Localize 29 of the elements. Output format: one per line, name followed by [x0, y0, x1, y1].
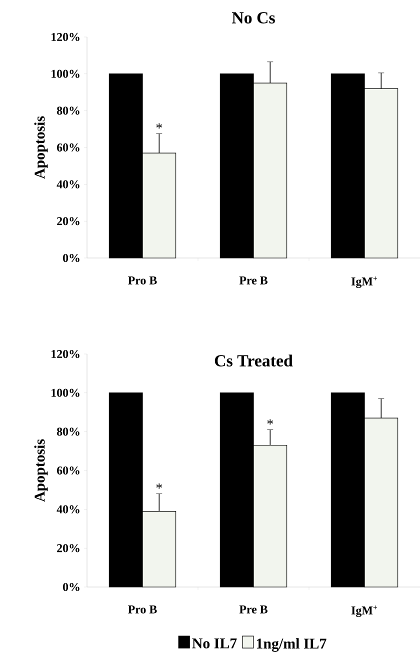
y-tick-label: 60%	[56, 143, 80, 152]
x-tick-label: Pre B	[239, 276, 268, 284]
y-tick-label: 100%	[52, 70, 80, 78]
y-tick-label: 20%	[57, 544, 80, 552]
chart-title: No Cs	[232, 12, 275, 24]
x-tick-label: Pre B	[239, 606, 268, 614]
y-tick-label: 40%	[56, 180, 80, 188]
y-tick-label: 120%	[52, 350, 80, 358]
x-tick-label: IgM$^{+}$	[351, 276, 378, 288]
legend-label: 1ng/ml IL7	[256, 638, 326, 652]
y-axis-title: Apoptosis	[34, 439, 48, 502]
y-tick-label: 80%	[56, 428, 80, 436]
y-tick-label: 60%	[56, 466, 80, 475]
y-tick-label: 0%	[63, 582, 80, 592]
y-tick-label: 0%	[63, 254, 80, 262]
y-tick-label: 120%	[52, 32, 80, 42]
y-axis-title: Apoptosis	[34, 116, 48, 179]
x-tick-label: Pro B	[128, 276, 157, 284]
annotation: *	[156, 123, 162, 128]
y-tick-label: 20%	[57, 217, 80, 226]
y-tick-label: 40%	[56, 505, 80, 514]
y-tick-label: 100%	[52, 388, 80, 397]
annotation: *	[156, 483, 162, 489]
legend-label: No IL7	[192, 638, 237, 648]
annotation: *	[267, 419, 273, 425]
x-tick-label: IgM$^{+}$	[351, 606, 378, 617]
chart-title: Cs Treated	[214, 354, 293, 367]
y-tick-label: 80%	[56, 106, 80, 115]
x-tick-label: Pro B	[128, 606, 157, 614]
